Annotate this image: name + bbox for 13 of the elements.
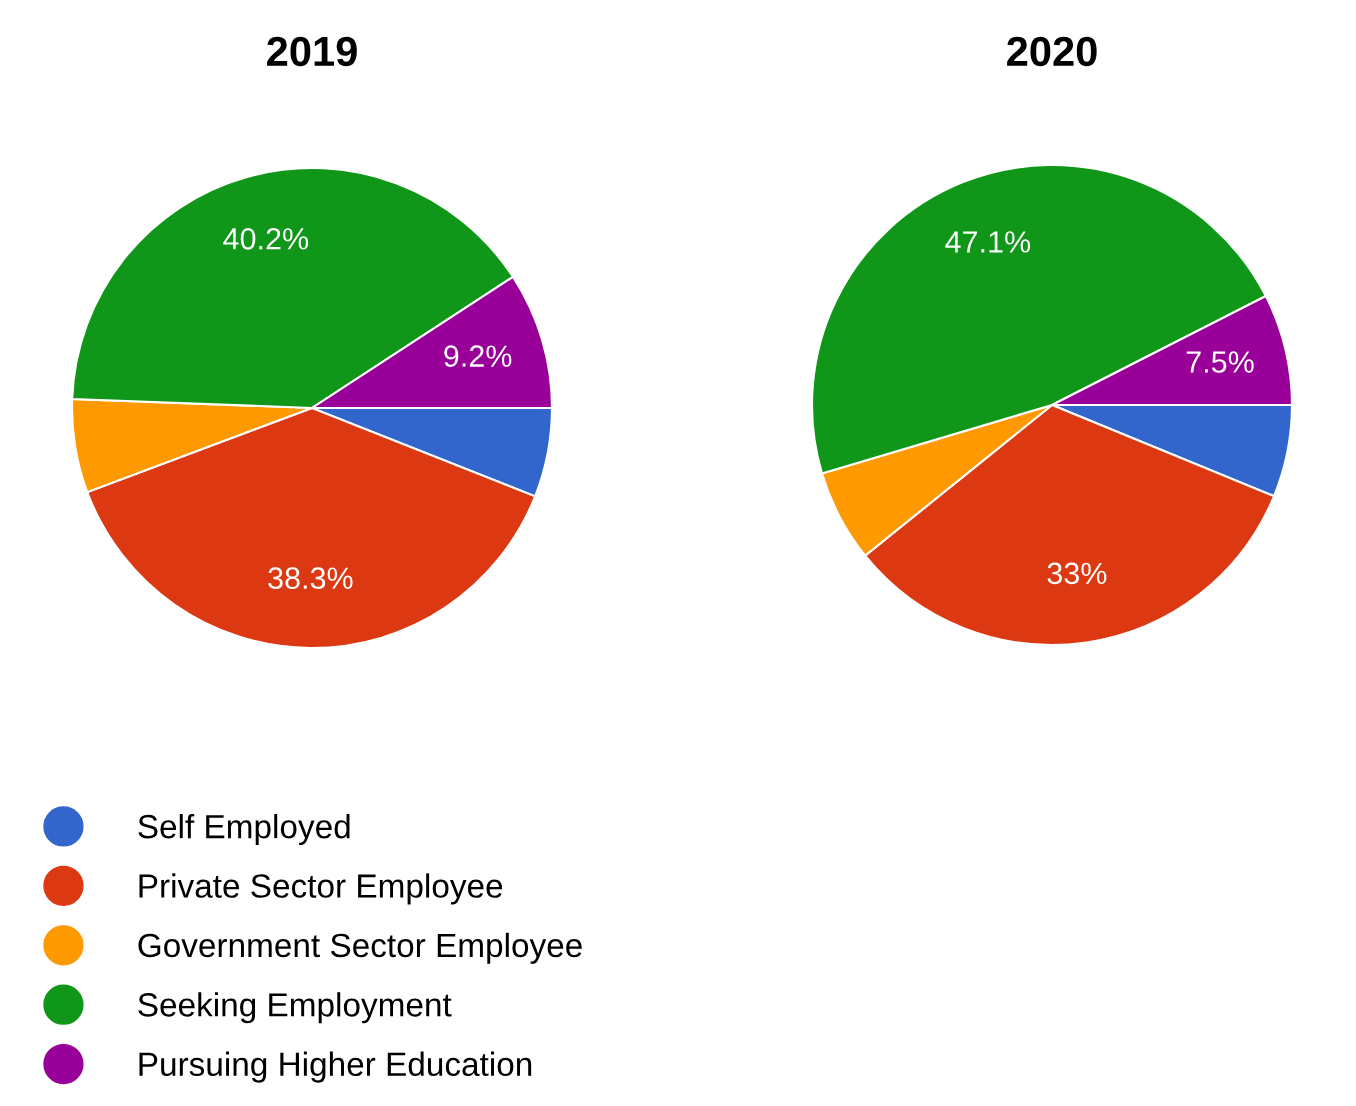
legend-label: Pursuing Higher Education: [139, 1051, 532, 1083]
data-label: 33%: [1047, 562, 1107, 585]
data-label: 9.2%: [444, 345, 512, 367]
legend-label: Private Sector Employee: [139, 873, 503, 905]
data-label: 7.5%: [1186, 351, 1254, 373]
legend-label: Self Employed: [138, 813, 350, 846]
chart-title: 2020: [1007, 36, 1097, 67]
data-label: 38.3%: [268, 567, 353, 589]
chart-title: 2019: [267, 36, 357, 67]
legend-label: Government Sector Employee: [138, 932, 582, 964]
data-label: 47.1%: [945, 231, 1031, 253]
data-label: 40.2%: [223, 228, 309, 250]
legend-label: Seeking Employment: [138, 992, 452, 1024]
